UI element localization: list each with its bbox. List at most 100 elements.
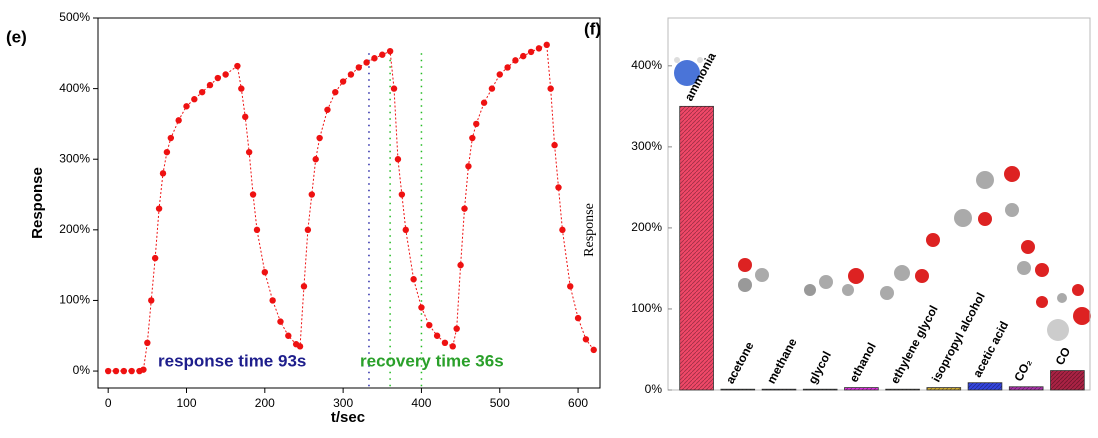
- data-point: [163, 148, 171, 156]
- y-tick-label: 200%: [59, 222, 90, 236]
- data-point: [582, 336, 590, 343]
- data-point: [555, 184, 562, 191]
- data-point: [347, 71, 355, 78]
- bar-hatch: [844, 387, 879, 390]
- data-point: [128, 367, 135, 375]
- data-point: [488, 85, 496, 92]
- y-tick-label: 0%: [73, 363, 91, 377]
- data-point: [504, 64, 511, 71]
- data-point: [457, 261, 464, 269]
- category-label: methane: [764, 336, 800, 386]
- data-point: [398, 191, 406, 198]
- data-point: [308, 191, 316, 198]
- data-point: [543, 41, 550, 49]
- y-axis-label: Response: [582, 203, 597, 257]
- bar-hatch: [968, 382, 1002, 390]
- molecule-icons: [674, 57, 1091, 341]
- annotation: response time 93s: [158, 351, 306, 370]
- data-point: [112, 367, 120, 375]
- data-point: [512, 57, 519, 64]
- data-point: [238, 85, 245, 92]
- data-point: [104, 367, 112, 375]
- data-point: [277, 318, 284, 325]
- y-tick-label: 400%: [59, 81, 90, 95]
- data-point: [433, 332, 441, 339]
- y-tick-label: 200%: [631, 220, 662, 234]
- data-point: [453, 325, 460, 332]
- x-tick-label: 100: [176, 396, 196, 410]
- data-point: [206, 81, 214, 89]
- data-point: [449, 343, 456, 350]
- y-tick-label: 100%: [631, 301, 662, 315]
- data-point: [296, 343, 304, 350]
- data-point: [547, 85, 554, 92]
- category-label: ethanol: [846, 340, 878, 384]
- data-point: [222, 71, 229, 78]
- data-point: [394, 156, 402, 163]
- data-point: [426, 321, 433, 329]
- data-point: [567, 283, 574, 290]
- data-point: [402, 226, 409, 234]
- data-point: [249, 191, 257, 198]
- data-point: [214, 74, 222, 82]
- bar-hatch: [803, 389, 838, 390]
- bar-hatch: [1050, 370, 1085, 390]
- data-point: [245, 148, 253, 156]
- data-point: [183, 103, 190, 110]
- series-line: [108, 44, 595, 372]
- data-point: [363, 59, 370, 66]
- data-point: [332, 88, 339, 96]
- data-point: [155, 205, 163, 212]
- data-point: [198, 88, 206, 96]
- data-point: [300, 283, 308, 290]
- data-point: [535, 45, 543, 52]
- data-point: [261, 268, 269, 276]
- data-point: [527, 48, 535, 56]
- data-point: [371, 55, 378, 62]
- category-label: CO₂: [1011, 356, 1034, 383]
- y-tick-label: 300%: [631, 139, 662, 153]
- data-point: [469, 134, 476, 142]
- y-tick-label: 400%: [631, 58, 662, 72]
- bar-hatch: [926, 387, 961, 390]
- data-point: [461, 205, 468, 212]
- data-point: [159, 170, 167, 177]
- data-point: [441, 339, 449, 347]
- data-point: [465, 163, 472, 170]
- data-point: [590, 346, 597, 354]
- data-point: [167, 134, 175, 142]
- data-point: [418, 304, 425, 311]
- data-point: [480, 99, 488, 106]
- data-point: [379, 51, 386, 58]
- data-point: [175, 117, 182, 124]
- y-axis-label: Response: [29, 167, 46, 239]
- x-tick-label: 300: [333, 396, 353, 410]
- data-point: [410, 276, 417, 283]
- data-point: [551, 141, 558, 149]
- data-point: [355, 64, 362, 71]
- x-axis-label: t/sec: [331, 409, 365, 426]
- data-point: [144, 339, 151, 347]
- category-label: acetic acid: [970, 319, 1011, 380]
- y-tick-label: 0%: [645, 382, 663, 396]
- plot-frame: [667, 17, 1091, 391]
- y-tick-label: 300%: [59, 151, 90, 165]
- y-tick-label: 100%: [59, 293, 90, 307]
- category-label: acetone: [723, 339, 757, 386]
- data-point: [242, 113, 249, 121]
- data-point: [120, 367, 128, 375]
- data-point: [496, 71, 503, 78]
- y-tick-label: 500%: [59, 10, 90, 24]
- bar-hatch: [720, 389, 755, 390]
- x-tick-label: 600: [568, 396, 588, 410]
- data-point: [140, 366, 147, 373]
- x-tick-label: 200: [255, 396, 275, 410]
- x-tick-label: 500: [490, 396, 510, 410]
- data-point: [574, 314, 582, 322]
- bar-hatch: [762, 389, 796, 390]
- data-point: [316, 134, 323, 142]
- data-point: [269, 297, 276, 304]
- data-point: [253, 226, 261, 234]
